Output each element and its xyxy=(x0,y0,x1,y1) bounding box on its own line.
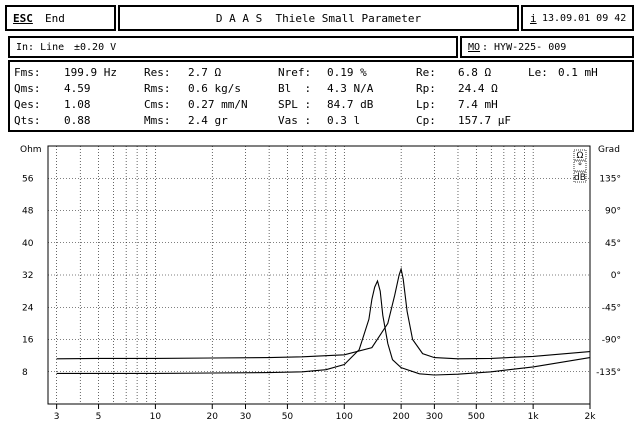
y-right-axis-label: Grad xyxy=(598,145,620,155)
y-right-tick-label: -135° xyxy=(596,368,621,378)
end-label: End xyxy=(45,12,65,25)
page-title: D A A S Thiele Small Parameter xyxy=(215,12,422,25)
param-value: 24.4 Ω xyxy=(458,82,498,95)
unit-toggle-frame xyxy=(573,160,587,172)
unit-toggle-button[interactable]: ° xyxy=(573,160,587,172)
param-value: 0.1 mH xyxy=(558,66,598,79)
x-tick-label: 50 xyxy=(282,412,294,422)
param-name: Qms: xyxy=(14,82,41,95)
param-value: 0.3 l xyxy=(327,114,361,127)
param-name: Rms: xyxy=(144,82,171,95)
param-value: 0.88 xyxy=(64,114,91,127)
param-value: 1.08 xyxy=(64,98,91,111)
impedance-chart: 3 5 10 20 30 50 100 200 300 500 1k 2k Ohm 56 48 40 32 24 1… xyxy=(20,145,621,422)
unit-toggle-button[interactable]: Ω xyxy=(573,149,587,161)
impedance-curve xyxy=(56,279,591,376)
param-name: Re: xyxy=(416,66,436,79)
x-tick-label: 5 xyxy=(96,412,102,422)
esc-key: ESC xyxy=(13,12,33,25)
y-right-tick-label: -90° xyxy=(602,336,621,346)
param-value: 0.19 % xyxy=(327,66,367,79)
param-value: 199.9 Hz xyxy=(64,66,117,79)
model-prefix: MO xyxy=(468,42,481,53)
datetime-box: i 13.09.01 09 42 xyxy=(521,5,634,31)
param-name: Qes: xyxy=(14,98,41,111)
param-name: Lp: xyxy=(416,98,436,111)
unit-toggle-button[interactable]: dB xyxy=(573,171,587,183)
x-tick-label: 1k xyxy=(528,412,540,422)
y-left-tick-label: 16 xyxy=(22,336,34,346)
info-key: i xyxy=(530,12,537,25)
param-name: Cp: xyxy=(416,114,436,127)
param-value: 4.3 N/A xyxy=(327,82,374,95)
y-left-tick-label: 32 xyxy=(22,271,33,281)
param-value: 6.8 Ω xyxy=(458,66,492,79)
param-value: 84.7 dB xyxy=(327,98,374,111)
model-name: : HYW-225- 009 xyxy=(482,42,567,53)
x-tick-label: 2k xyxy=(585,412,597,422)
param-name: Cms: xyxy=(144,98,171,111)
datetime: 13.09.01 09 42 xyxy=(542,13,627,24)
unit-toggle-frame xyxy=(573,171,587,183)
unit-toggle-label: ° xyxy=(578,162,583,172)
x-tick-label: 100 xyxy=(336,412,353,422)
input-level: ±0.20 V xyxy=(74,42,117,53)
phase-curve xyxy=(56,266,591,360)
param-value: 4.59 xyxy=(64,82,91,95)
parameters-panel: Fms: 199.9 Hz Res: 2.7 Ω Nref: 0.19 % Re: 6.8 Ω… xyxy=(8,60,634,132)
unit-toggle-frame xyxy=(573,149,587,161)
param-name: Fms: xyxy=(14,66,41,79)
y-left-tick-label: 40 xyxy=(22,239,34,249)
x-tick-label: 10 xyxy=(150,412,162,422)
param-name: Vas : xyxy=(278,114,312,127)
param-value: 2.4 gr xyxy=(188,114,228,127)
input-box[interactable]: In: Line ±0.20 V xyxy=(8,36,458,58)
y-left-axis-label: Ohm xyxy=(20,145,42,155)
y-left-tick-label: 24 xyxy=(22,303,34,313)
param-name: Le: xyxy=(528,66,548,79)
menu-box[interactable]: ESC End xyxy=(5,5,116,31)
param-name: Mms: xyxy=(144,114,171,127)
param-name: Res: xyxy=(144,66,171,79)
x-tick-label: 500 xyxy=(468,412,485,422)
y-left-tick-label: 48 xyxy=(22,207,34,217)
param-value: 2.7 Ω xyxy=(188,66,222,79)
y-right-tick-label: 45° xyxy=(605,239,621,249)
param-name: Qts: xyxy=(14,114,41,127)
y-right-tick-label: 0° xyxy=(611,271,621,281)
param-value: 0.6 kg/s xyxy=(188,82,241,95)
y-right-tick-label: 90° xyxy=(605,207,621,217)
param-value: 0.27 mm/N xyxy=(188,98,248,111)
param-name: SPL : xyxy=(278,98,312,111)
x-tick-label: 30 xyxy=(240,412,252,422)
param-value: 7.4 mH xyxy=(458,98,498,111)
y-left-tick-label: 56 xyxy=(22,174,34,184)
model-box[interactable]: MO : HYW-225- 009 xyxy=(460,36,634,58)
input-label: In: Line xyxy=(16,42,65,53)
param-name: Rp: xyxy=(416,82,436,95)
unit-toggle-label: Ω xyxy=(577,151,584,161)
y-right-tick-label: 135° xyxy=(599,174,621,184)
param-name: Bl : xyxy=(278,82,312,95)
title-box: D A A S Thiele Small Parameter xyxy=(118,5,519,31)
x-tick-label: 3 xyxy=(54,412,60,422)
y-left-tick-label: 8 xyxy=(22,368,28,378)
x-tick-label: 20 xyxy=(207,412,219,422)
param-name: Nref: xyxy=(278,66,312,79)
y-right-tick-label: -45° xyxy=(602,303,621,313)
x-tick-label: 300 xyxy=(426,412,443,422)
x-tick-label: 200 xyxy=(393,412,410,422)
unit-toggle-label: dB xyxy=(574,173,586,183)
param-value: 157.7 µF xyxy=(458,114,511,127)
